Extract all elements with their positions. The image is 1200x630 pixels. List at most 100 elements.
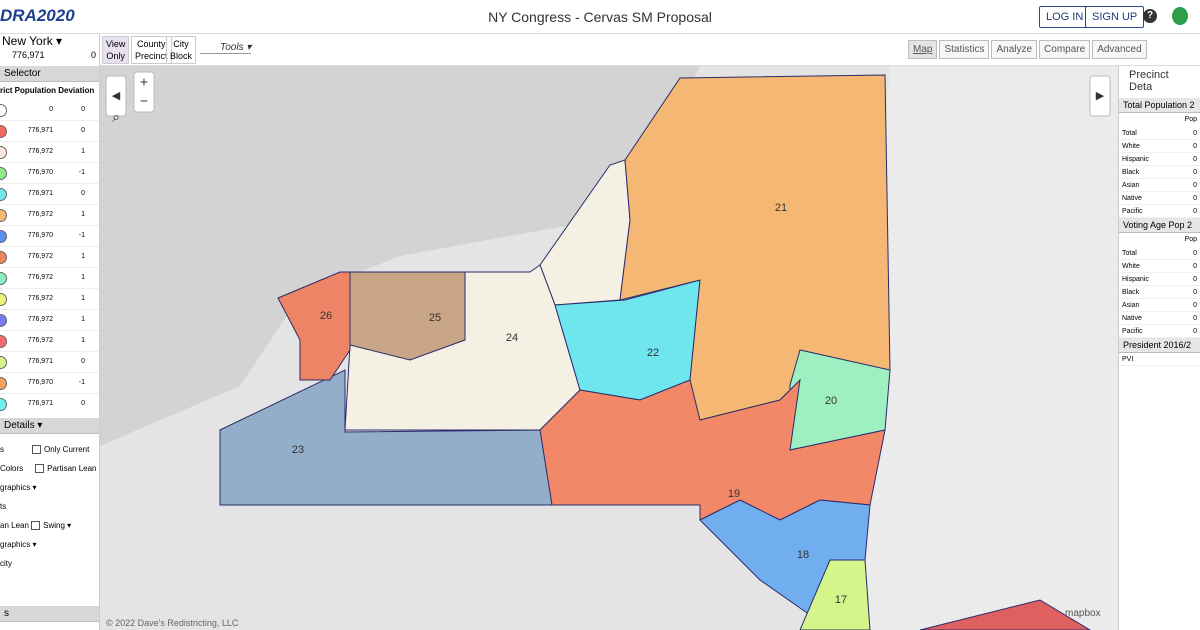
- stat-label: Black: [1122, 169, 1140, 176]
- district-label: 20: [825, 395, 837, 407]
- district-population: 776,972: [27, 211, 53, 218]
- district-population: 776,972: [27, 148, 53, 155]
- signup-button[interactable]: SIGN UP: [1085, 6, 1145, 28]
- details-body: s Only Current Colors Partisan Lean graphi…: [0, 445, 97, 568]
- district-row[interactable]: 776,970 -1: [0, 373, 99, 394]
- search-icon[interactable]: ⌕: [112, 109, 120, 125]
- stat-value: 0: [1193, 130, 1197, 137]
- logo[interactable]: DRA2020: [0, 6, 75, 25]
- help-icon[interactable]: ?: [1143, 9, 1157, 23]
- district-color: [0, 209, 7, 222]
- district-row[interactable]: 776,972 1: [0, 247, 99, 268]
- district-label: 26: [320, 310, 332, 322]
- district-row[interactable]: 776,972 1: [0, 205, 99, 226]
- tab[interactable]: Statistics: [939, 40, 990, 59]
- district-label: 25: [429, 312, 441, 324]
- header: DRA2020 NY Congress - Cervas SM Proposal…: [0, 0, 1200, 34]
- stat-row: Black 0: [1119, 166, 1200, 179]
- column-header: Pop: [1184, 116, 1197, 123]
- stat-label: Asian: [1122, 302, 1140, 309]
- page-title: NY Congress - Cervas SM Proposal: [488, 9, 712, 25]
- district-color: [0, 188, 7, 201]
- district-color: [0, 104, 7, 117]
- state-summary: 776,971 0: [12, 50, 96, 60]
- district-row[interactable]: 776,970 -1: [0, 226, 99, 247]
- stat-label: Pacific: [1122, 208, 1143, 215]
- district-label: 22: [647, 347, 659, 359]
- district-population: 776,970: [27, 169, 53, 176]
- district-population: 776,972: [27, 253, 53, 260]
- district-row[interactable]: 776,971 0: [0, 184, 99, 205]
- stat-row: Asian 0: [1119, 179, 1200, 192]
- district-label: 17: [835, 594, 847, 606]
- tab[interactable]: Analyze: [991, 40, 1038, 59]
- district-deviation: 0: [81, 127, 85, 134]
- zoom-control[interactable]: [133, 71, 155, 113]
- district-deviation: 1: [81, 274, 85, 281]
- stat-row: Asian 0: [1119, 299, 1200, 312]
- state-select[interactable]: New York ▾: [2, 34, 63, 48]
- collapse-right[interactable]: [1089, 75, 1111, 117]
- stat-value: 0: [1193, 195, 1197, 202]
- login-button[interactable]: LOG IN: [1039, 6, 1091, 28]
- stat-label: White: [1122, 263, 1140, 270]
- tab-bar: Map Statistics Analyze Compare Advanced: [908, 40, 1147, 59]
- stat-row: Hispanic 0: [1119, 273, 1200, 286]
- county-precinct-toggle[interactable]: County Precinct: [131, 36, 172, 64]
- zoom-out[interactable]: −: [140, 93, 148, 109]
- district-deviation: 1: [81, 316, 85, 323]
- stat-label: Native: [1122, 315, 1142, 322]
- district-row[interactable]: 776,971 0: [0, 394, 99, 414]
- stat-label: Hispanic: [1122, 276, 1149, 283]
- stat-label: Black: [1122, 289, 1140, 296]
- tab[interactable]: Map: [908, 40, 938, 59]
- district-row[interactable]: 776,970 -1: [0, 163, 99, 184]
- stat-row: Total 0: [1119, 247, 1200, 260]
- left-panel: New York ▾ 776,971 0 Selector rict Popula…: [0, 34, 100, 630]
- district-label: 21: [775, 202, 787, 214]
- district-deviation: 1: [81, 337, 85, 344]
- district-deviation: 0: [81, 400, 85, 407]
- district-deviation: 1: [81, 295, 85, 302]
- district-row[interactable]: 776,972 1: [0, 142, 99, 163]
- selector-header[interactable]: Selector: [0, 66, 99, 82]
- stat-value: 0: [1193, 156, 1197, 163]
- stat-value: 0: [1193, 263, 1197, 270]
- tab[interactable]: Advanced: [1092, 40, 1147, 59]
- district-color: [0, 251, 7, 264]
- district-color: [0, 293, 7, 306]
- stat-value: 0: [1193, 315, 1197, 322]
- stat-row: Native 0: [1119, 192, 1200, 205]
- district-row[interactable]: 776,971 0: [0, 121, 99, 142]
- mapbox-logo: mapbox: [1065, 608, 1101, 619]
- district-deviation: -1: [78, 379, 85, 386]
- district-population: 776,971: [27, 190, 53, 197]
- details-header[interactable]: Details ▾: [0, 418, 99, 434]
- district-row[interactable]: 776,972 1: [0, 310, 99, 331]
- district-row[interactable]: 776,972 1: [0, 268, 99, 289]
- district-deviation: 0: [81, 106, 85, 113]
- collapse-left[interactable]: [105, 75, 127, 117]
- view-only-toggle[interactable]: View Only: [102, 36, 130, 64]
- stat-value: 0: [1193, 208, 1197, 215]
- stat-row: White 0: [1119, 260, 1200, 273]
- district-color: [0, 272, 7, 285]
- deviation-header: rict Population Deviation: [0, 86, 95, 95]
- arrow-icon: ◀: [112, 90, 121, 102]
- zoom-in[interactable]: +: [140, 74, 148, 90]
- district-row[interactable]: 776,972 1: [0, 331, 99, 352]
- district-population: 776,970: [27, 232, 53, 239]
- city-block-toggle[interactable]: City Block: [166, 36, 197, 64]
- tab[interactable]: Compare: [1039, 40, 1091, 59]
- district-population: 776,971: [27, 127, 53, 134]
- map[interactable]: 26 25 24 23 22 21 20 19 18 17 ◀ + − ⌕ ▶ …: [100, 66, 1118, 630]
- bottom-section[interactable]: s: [0, 606, 99, 622]
- tools-menu[interactable]: Tools ▾: [200, 42, 252, 54]
- stat-row: Pacific 0: [1119, 325, 1200, 338]
- district-row[interactable]: 776,972 1: [0, 289, 99, 310]
- stat-label: Native: [1122, 195, 1142, 202]
- district-color: [0, 335, 7, 348]
- donate-icon[interactable]: [1172, 7, 1188, 25]
- district-row[interactable]: 776,971 0: [0, 352, 99, 373]
